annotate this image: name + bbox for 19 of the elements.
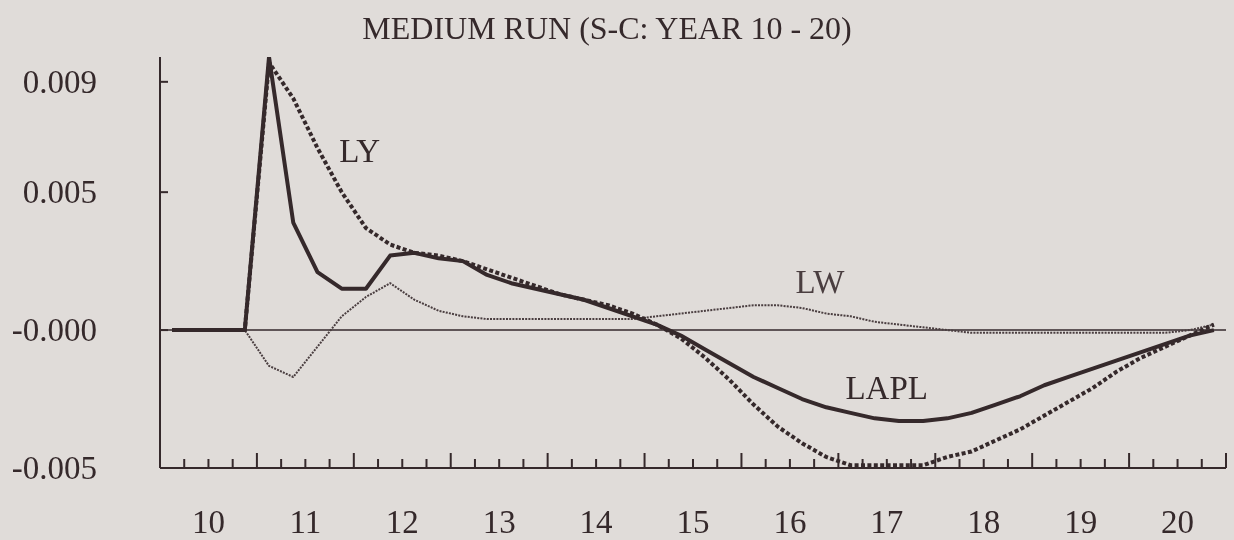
x-tick-label: 12 [385,504,419,540]
x-tick-label: 18 [967,504,1001,540]
x-tick-label: 17 [870,504,904,540]
y-tick-label: 0.009 [22,63,97,100]
series-label: LAPL [845,370,928,407]
x-tick-label: 19 [1064,504,1098,540]
series-label: LY [339,133,381,170]
x-tick-label: 14 [579,504,613,540]
chart-title: MEDIUM RUN (S-C: YEAR 10 - 20) [361,10,853,46]
y-tick-label: -0.005 [11,450,97,486]
x-tick-label: 20 [1161,504,1195,540]
x-tick-label: 11 [289,504,322,540]
y-tick-label: -0.000 [11,312,97,349]
x-tick-label: 16 [773,504,807,540]
y-tick-label: 0.005 [22,174,97,211]
x-tick-label: 15 [676,504,710,540]
series-label: LW [795,264,846,301]
x-tick-label: 13 [482,504,516,540]
x-tick-label: 10 [191,504,225,540]
